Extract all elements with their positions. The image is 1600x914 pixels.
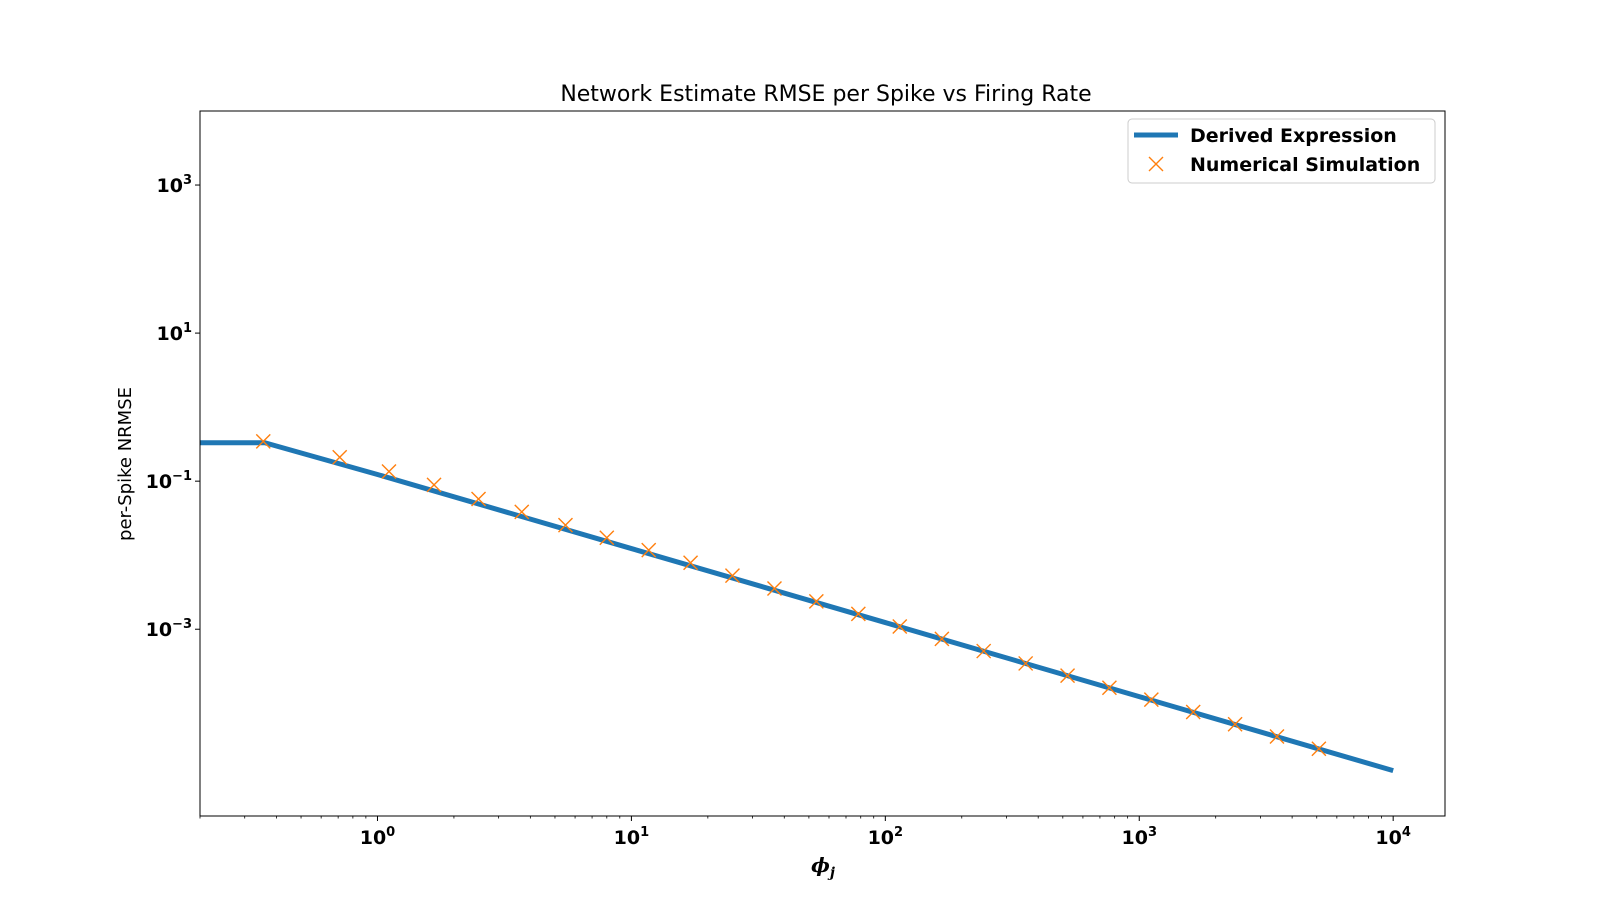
y-tick-label-base: 10 [157, 175, 183, 197]
data-point-numerical-simulation [1101, 680, 1117, 696]
data-point-numerical-simulation [808, 593, 824, 609]
legend: Derived Expression Numerical Simulation [1127, 118, 1436, 184]
data-point-numerical-simulation [892, 618, 908, 634]
y-tick-label: 103 [157, 173, 193, 197]
data-point-numerical-simulation [514, 504, 530, 520]
axes-frame [199, 110, 1446, 817]
data-point-numerical-simulation [976, 643, 992, 659]
data-point-numerical-simulation [683, 555, 699, 571]
x-tick-label: 102 [868, 825, 904, 849]
data-point-numerical-simulation [332, 449, 348, 465]
y-tick-label-exponent: 1 [183, 321, 192, 336]
data-point-numerical-simulation [850, 606, 866, 622]
data-point-numerical-simulation [599, 530, 615, 546]
series-line-derived-expression [200, 440, 1394, 774]
legend-label-derived-expression: Derived Expression [1190, 125, 1397, 147]
x-tick-label-exponent: 1 [640, 825, 649, 840]
x-tick-label-base: 10 [360, 827, 386, 849]
y-tick-label: 10−1 [146, 469, 192, 493]
x-tick-label-exponent: 2 [894, 825, 903, 840]
x-tick-label-base: 10 [868, 827, 894, 849]
data-point-numerical-simulation [934, 631, 950, 647]
legend-marker-x [1148, 156, 1164, 172]
y-tick-label-exponent: 3 [183, 173, 192, 188]
data-point-numerical-simulation [641, 542, 657, 558]
data-point-numerical-simulation [426, 477, 442, 493]
data-point-numerical-simulation [1143, 692, 1159, 708]
y-axis-label: per-Spike NRMSE [115, 387, 136, 541]
x-tick-label-base: 10 [1375, 827, 1401, 849]
legend-frame [1127, 118, 1436, 184]
y-tick-label-base: 10 [157, 323, 183, 345]
data-point-numerical-simulation [255, 433, 271, 449]
x-tick-label: 104 [1375, 825, 1411, 849]
x-tick-label-base: 10 [1121, 827, 1147, 849]
y-tick-label: 101 [157, 321, 193, 345]
data-point-numerical-simulation [557, 517, 573, 533]
x-tick-label: 103 [1121, 825, 1157, 849]
data-point-numerical-simulation [724, 568, 740, 584]
data-point-numerical-simulation [1060, 668, 1076, 684]
y-tick-label-exponent: −3 [172, 617, 192, 632]
x-tick-label-base: 10 [614, 827, 640, 849]
y-tick-label-exponent: −1 [172, 469, 192, 484]
plot-area [200, 433, 1394, 774]
data-point-numerical-simulation [1311, 741, 1327, 757]
data-point-numerical-simulation [1269, 728, 1285, 744]
x-tick-label: 101 [614, 825, 650, 849]
data-point-numerical-simulation [766, 580, 782, 596]
x-tick-label: 100 [360, 825, 396, 849]
x-tick-label-exponent: 0 [386, 825, 395, 840]
y-tick-label-base: 10 [146, 619, 172, 641]
legend-marker-sample [1148, 156, 1164, 172]
data-point-numerical-simulation [1185, 704, 1201, 720]
y-tick-label: 10−3 [146, 617, 192, 641]
chart-title: Network Estimate RMSE per Spike vs Firin… [560, 82, 1091, 107]
y-tick-label-base: 10 [146, 471, 172, 493]
x-tick-label-exponent: 4 [1402, 825, 1411, 840]
data-point-numerical-simulation [1018, 655, 1034, 671]
data-point-numerical-simulation [1227, 716, 1243, 732]
data-point-numerical-simulation [471, 491, 487, 507]
data-point-numerical-simulation [381, 464, 397, 480]
x-axis: 100 101 102 103 104 [199, 816, 1411, 849]
x-axis-label-subscript: j [827, 865, 835, 881]
x-axis-label-base: ϕ [811, 853, 830, 877]
series-layer [200, 433, 1394, 774]
x-axis-label: ϕj [811, 853, 835, 881]
x-tick-label-exponent: 3 [1148, 825, 1157, 840]
legend-label-numerical-simulation: Numerical Simulation [1190, 154, 1420, 176]
